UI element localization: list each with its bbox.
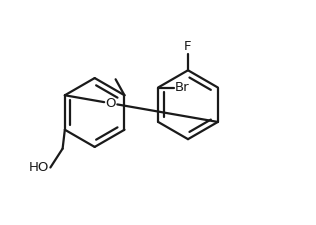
Text: Br: Br [175,81,190,94]
Text: F: F [184,40,192,52]
Text: HO: HO [29,161,49,174]
Text: O: O [106,97,116,110]
